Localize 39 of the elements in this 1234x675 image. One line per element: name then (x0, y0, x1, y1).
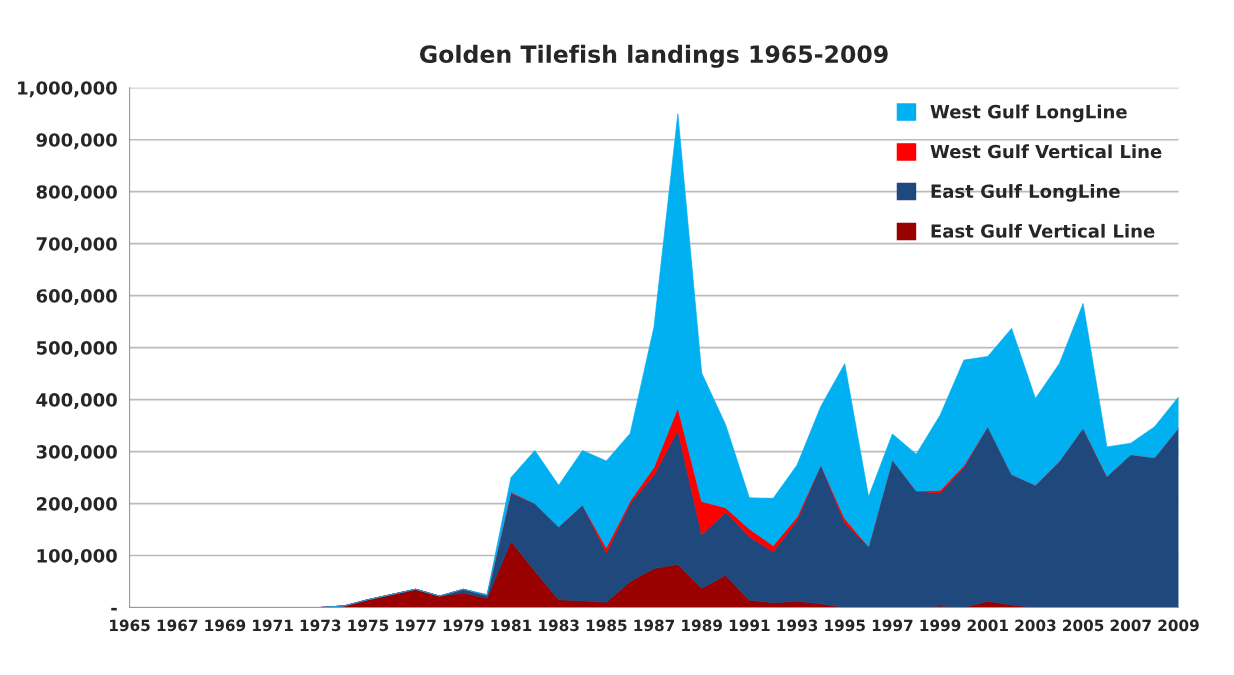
x-tick-label: 1989 (682, 619, 722, 632)
x-tick-label: 2005 (1063, 619, 1104, 632)
y-tick-label: 700,000 (36, 237, 117, 254)
y-tick-label: 300,000 (36, 445, 117, 461)
legend-label: West Gulf Vertical Line (930, 144, 1162, 159)
legend-label: East Gulf Vertical Line (931, 223, 1155, 238)
y-tick-label: 900,000 (36, 133, 117, 150)
x-tick-label: 1965 (110, 619, 150, 632)
y-tick-label: 200,000 (36, 497, 117, 513)
x-tick-label: 1999 (920, 619, 961, 632)
x-tick-label: 1979 (443, 619, 484, 632)
x-tick-label: 1993 (777, 619, 818, 632)
x-tick-label: 1983 (539, 619, 579, 632)
x-tick-label: 1997 (872, 619, 913, 632)
x-tick-label: 1971 (253, 619, 293, 632)
x-tick-label: 1985 (586, 619, 627, 632)
x-tick-label: 1981 (491, 619, 532, 632)
y-tick-label: 500,000 (36, 341, 117, 358)
x-tick-label: 1995 (825, 619, 865, 632)
y-tick-label: 600,000 (36, 289, 117, 306)
x-tick-label: 1991 (729, 619, 770, 632)
y-tick-label: 100,000 (37, 548, 117, 565)
legend-label: West Gulf LongLine (930, 104, 1127, 123)
x-tick-label: 2003 (1015, 619, 1056, 632)
x-tick-label: 1973 (300, 619, 341, 632)
chart-title: Golden Tilefish landings 1965-2009 (419, 44, 888, 68)
x-tick-label: 1969 (205, 619, 246, 632)
y-tick-label: 1,000,000 (18, 81, 117, 98)
y-tick-label: 400,000 (36, 393, 117, 410)
x-tick-label: 1977 (396, 619, 436, 632)
x-tick-label: 2007 (1110, 619, 1151, 632)
x-tick-label: 1975 (348, 619, 389, 632)
y-tick-label: 800,000 (36, 185, 117, 202)
x-tick-label: 2009 (1158, 619, 1199, 632)
x-tick-label: 1987 (634, 619, 675, 632)
x-tick-label: 1967 (157, 619, 198, 632)
legend-label: East Gulf LongLine (931, 184, 1120, 202)
x-tick-label: 2001 (967, 619, 1008, 632)
y-tick-label: - (111, 607, 117, 611)
